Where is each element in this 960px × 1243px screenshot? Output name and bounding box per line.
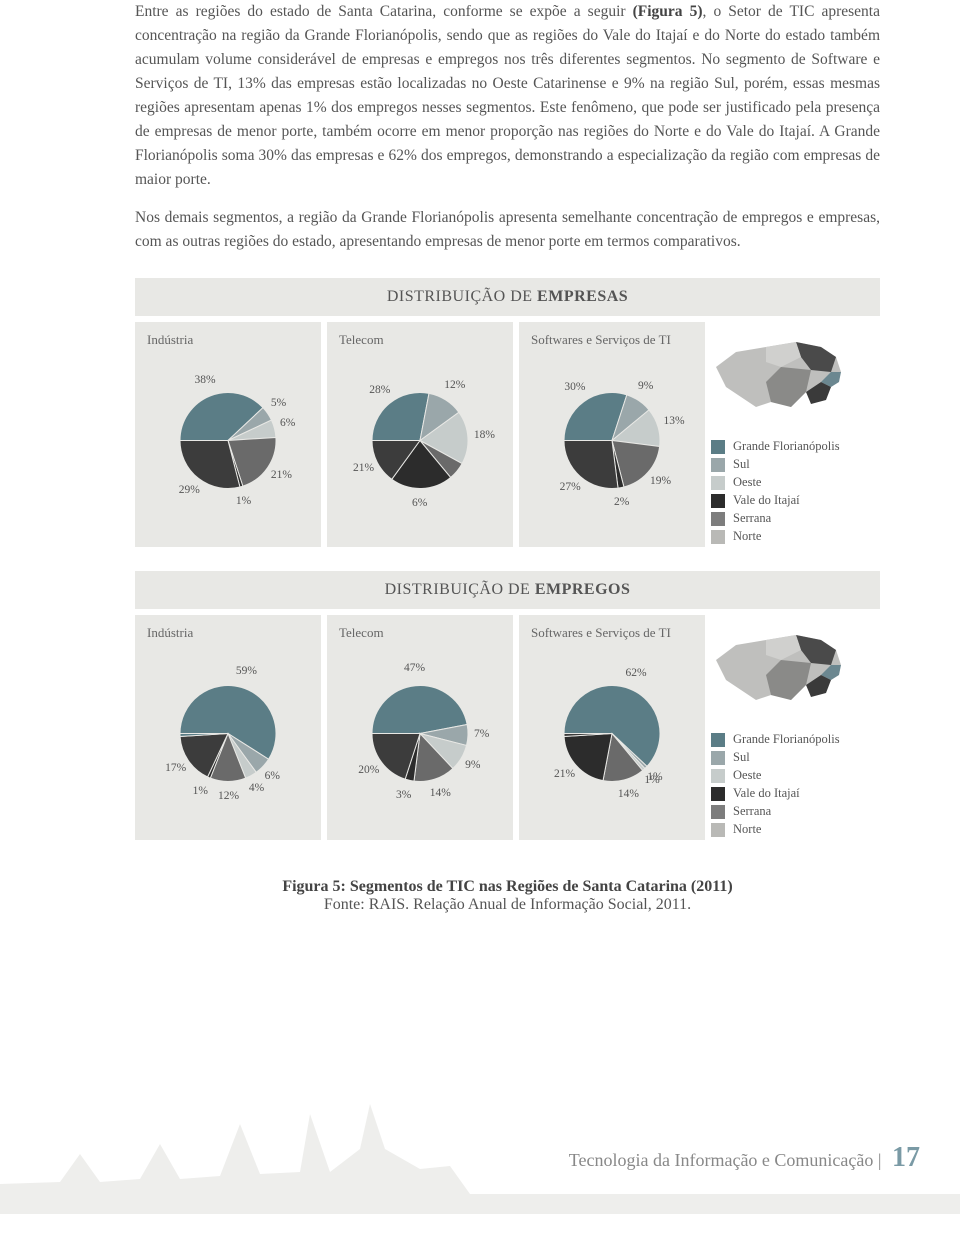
chartcell-industria-empg: Indústria 59%6%4%12%1%17% xyxy=(135,615,321,840)
legend-swatch xyxy=(711,733,725,747)
para1-bold: (Figura 5) xyxy=(633,3,703,20)
figure-caption: Figura 5: Segmentos de TIC nas Regiões d… xyxy=(135,878,880,914)
legend-swatch xyxy=(711,440,725,454)
legend-swatch xyxy=(711,494,725,508)
legend-label: Norte xyxy=(733,822,761,837)
legend-label: Sul xyxy=(733,750,750,765)
chartlabel: Softwares e Serviços de TI xyxy=(519,332,705,348)
chartlabel: Indústria xyxy=(135,332,321,348)
charttitle-pre: DISTRIBUIÇÃO DE xyxy=(387,288,537,305)
piechart: 62%1%1%14%21% xyxy=(519,655,705,810)
footer-line: Tecnologia da Informação e Comunicação |… xyxy=(569,1142,920,1174)
piechart: 28%12%18%6%21% xyxy=(327,362,513,517)
legend-swatch xyxy=(711,530,725,544)
legend-label: Serrana xyxy=(733,511,771,526)
legend-swatch xyxy=(711,751,725,765)
legend-label: Oeste xyxy=(733,768,761,783)
legend-label: Oeste xyxy=(733,475,761,490)
legend-item: Sul xyxy=(711,457,880,472)
map-icon xyxy=(711,625,851,715)
charttitle-empregos: DISTRIBUIÇÃO DE EMPREGOS xyxy=(135,571,880,609)
legend-item: Vale do Itajaí xyxy=(711,493,880,508)
legend-swatch xyxy=(711,476,725,490)
para1-pre: Entre as regiões do estado de Santa Cata… xyxy=(135,3,633,20)
chartlabel: Softwares e Serviços de TI xyxy=(519,625,705,641)
legend-label: Sul xyxy=(733,457,750,472)
charttitle-pre: DISTRIBUIÇÃO DE xyxy=(385,581,535,598)
charttitle-empresas: DISTRIBUIÇÃO DE EMPRESAS xyxy=(135,278,880,316)
legend-list: Grande Florianópolis Sul Oeste Vale do Itaj… xyxy=(711,439,880,544)
legend-item: Vale do Itajaí xyxy=(711,786,880,801)
legend-swatch xyxy=(711,458,725,472)
chartlabel: Telecom xyxy=(327,625,513,641)
legend-item: Norte xyxy=(711,822,880,837)
footer-page-number: 17 xyxy=(892,1142,920,1173)
legend-label: Grande Florianópolis xyxy=(733,732,840,747)
paragraph-1: Entre as regiões do estado de Santa Cata… xyxy=(135,0,880,192)
piechart: 38%5%6%21%1%29% xyxy=(135,362,321,517)
chartcell-telecom-emp: Telecom 28%12%18%6%21% xyxy=(327,322,513,547)
legend-label: Serrana xyxy=(733,804,771,819)
legend-item: Serrana xyxy=(711,511,880,526)
caption-title: Figura 5: Segmentos de TIC nas Regiões d… xyxy=(135,878,880,896)
caption-sub: Fonte: RAIS. Relação Anual de Informação… xyxy=(135,896,880,914)
chartcell-software-empg: Softwares e Serviços de TI 62%1%1%14%21% xyxy=(519,615,705,840)
chartlabel: Telecom xyxy=(327,332,513,348)
legend-item: Oeste xyxy=(711,475,880,490)
paragraph-2: Nos demais segmentos, a região da Grande… xyxy=(135,206,880,254)
legend-label: Vale do Itajaí xyxy=(733,493,800,508)
map-icon xyxy=(711,332,851,422)
legendcell-empg: Grande Florianópolis Sul Oeste Vale do Itaj… xyxy=(711,615,880,840)
chartcell-industria-emp: Indústria 38%5%6%21%1%29% xyxy=(135,322,321,547)
para1-post: , o Setor de TIC apresenta concentração … xyxy=(135,3,880,188)
legend-swatch xyxy=(711,823,725,837)
legend-item: Grande Florianópolis xyxy=(711,732,880,747)
legendcell-emp: Grande Florianópolis Sul Oeste Vale do Itaj… xyxy=(711,322,880,547)
charttitle-bold: EMPRESAS xyxy=(537,288,628,305)
footer-silhouette-icon xyxy=(0,1054,960,1214)
legend-item: Grande Florianópolis xyxy=(711,439,880,454)
chartlabel: Indústria xyxy=(135,625,321,641)
chartcell-telecom-empg: Telecom 47%7%9%14%3%20% xyxy=(327,615,513,840)
legend-item: Oeste xyxy=(711,768,880,783)
chartblock-empregos: DISTRIBUIÇÃO DE EMPREGOS Indústria 59%6%… xyxy=(135,571,880,840)
chartcell-software-emp: Softwares e Serviços de TI 30%9%13%19%2%… xyxy=(519,322,705,547)
legend-item: Serrana xyxy=(711,804,880,819)
legend-item: Norte xyxy=(711,529,880,544)
legend-label: Vale do Itajaí xyxy=(733,786,800,801)
legend-swatch xyxy=(711,769,725,783)
legend-label: Norte xyxy=(733,529,761,544)
legend-list: Grande Florianópolis Sul Oeste Vale do Itaj… xyxy=(711,732,880,837)
chartblock-empresas: DISTRIBUIÇÃO DE EMPRESAS Indústria 38%5%… xyxy=(135,278,880,547)
legend-label: Grande Florianópolis xyxy=(733,439,840,454)
piechart: 47%7%9%14%3%20% xyxy=(327,655,513,810)
legend-item: Sul xyxy=(711,750,880,765)
piechart: 59%6%4%12%1%17% xyxy=(135,655,321,810)
page-footer: Tecnologia da Informação e Comunicação |… xyxy=(0,1134,960,1214)
legend-swatch xyxy=(711,512,725,526)
piechart: 30%9%13%19%2%27% xyxy=(519,362,705,517)
legend-swatch xyxy=(711,805,725,819)
charttitle-bold: EMPREGOS xyxy=(535,581,631,598)
footer-text: Tecnologia da Informação e Comunicação | xyxy=(569,1150,882,1170)
legend-swatch xyxy=(711,787,725,801)
